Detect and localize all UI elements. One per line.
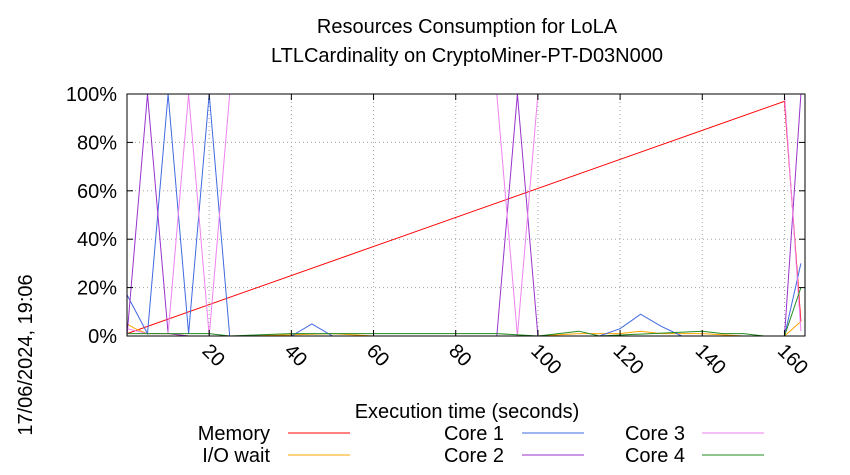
y-tick-label: 20% xyxy=(77,278,117,300)
plot-frame xyxy=(126,93,806,337)
y-tick-label: 100% xyxy=(66,84,117,106)
chart-subtitle: LTLCardinality on CryptoMiner-PT-D03N000 xyxy=(271,45,663,67)
legend-label-core-4: Core 4 xyxy=(625,445,685,467)
x-tick-label: 20 xyxy=(198,340,229,371)
x-tick-label: 100 xyxy=(526,340,565,379)
legend-label-memory: Memory xyxy=(198,423,270,445)
chart-title: Resources Consumption for LoLA xyxy=(317,16,618,38)
y-tick-label: 0% xyxy=(88,326,117,348)
y-tick-label: 40% xyxy=(77,229,117,251)
x-tick-label: 160 xyxy=(773,340,812,379)
legend-label-i-o-wait: I/O wait xyxy=(202,445,270,467)
y-tick-label: 60% xyxy=(77,181,117,203)
legend-label-core-2: Core 2 xyxy=(444,445,504,467)
x-tick-label: 40 xyxy=(280,340,311,371)
y-axis: 0% 20% 40% 60% 80% 100% xyxy=(66,84,805,348)
x-tick-label: 140 xyxy=(691,340,730,379)
series-lines xyxy=(126,93,802,337)
legend-label-core-1: Core 1 xyxy=(444,423,504,445)
x-axis-label: Execution time (seconds) xyxy=(355,401,580,423)
x-tick-label: 80 xyxy=(444,340,475,371)
y-tick-label: 80% xyxy=(77,132,117,154)
x-tick-label: 120 xyxy=(609,340,648,379)
grid-lines xyxy=(127,94,805,336)
legend-label-core-3: Core 3 xyxy=(625,423,685,445)
timestamp-label: 17/06/2024, 19:06 xyxy=(15,274,37,435)
series-line-memory xyxy=(126,100,802,335)
x-tick-label: 60 xyxy=(362,340,393,371)
